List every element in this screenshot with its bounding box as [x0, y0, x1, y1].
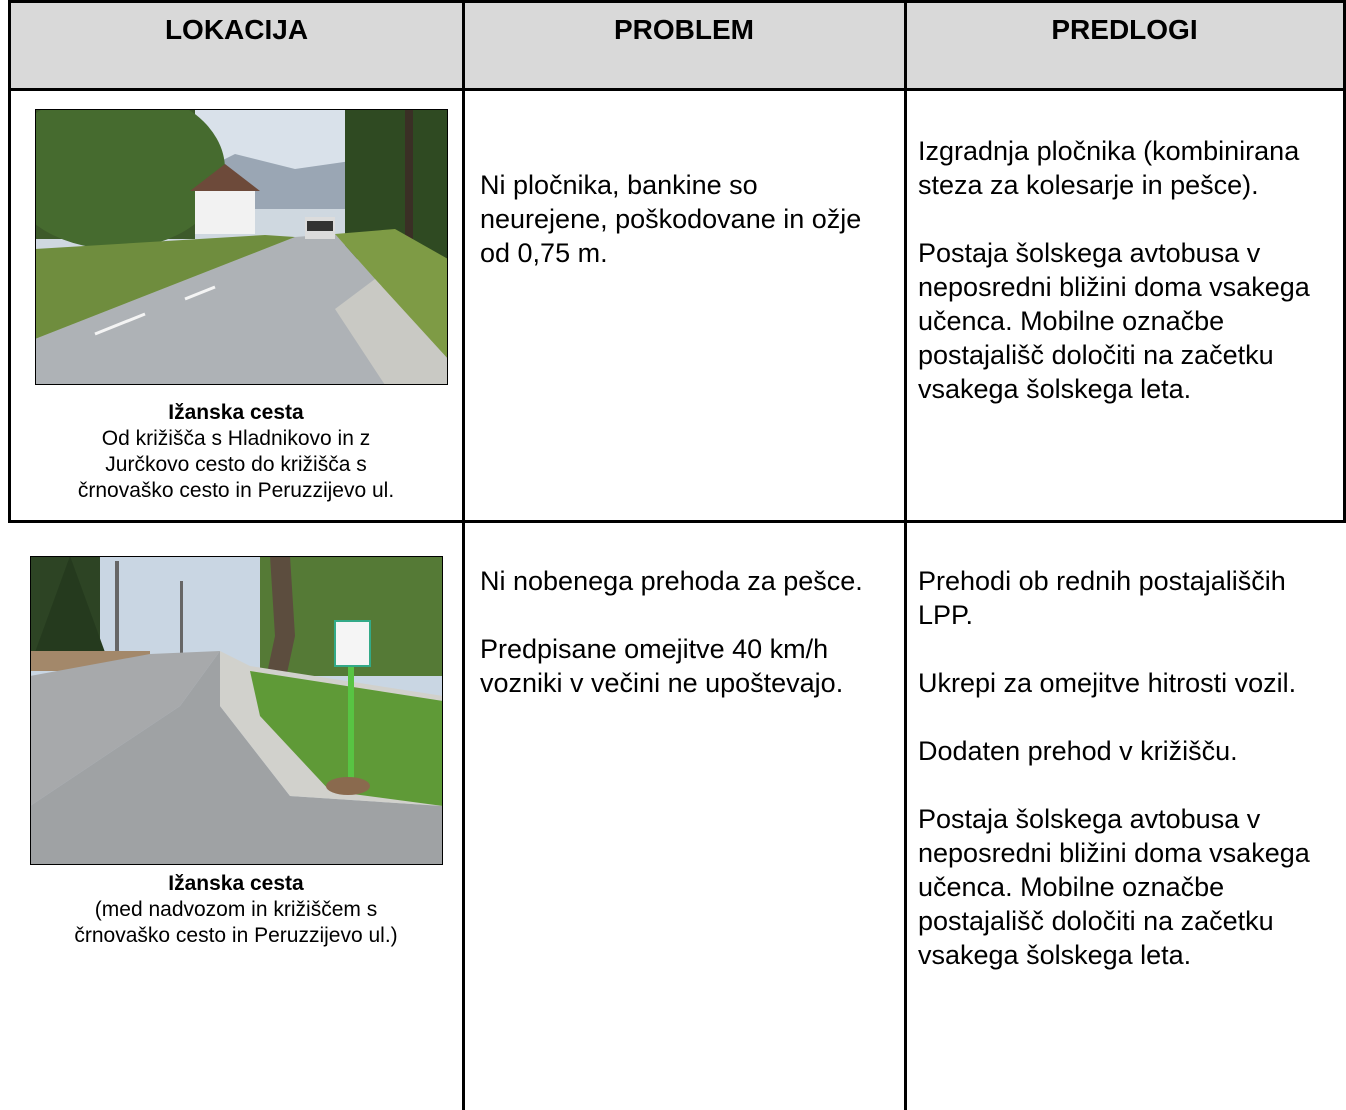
header-cell: LOKACIJA [164, 14, 309, 45]
proposals-cell: Prehodi ob rednih postajališčih LPP. Ukr… [918, 564, 1343, 1006]
photo [35, 109, 448, 385]
border [8, 0, 1346, 3]
border [8, 88, 1346, 91]
paragraph: Predpisane omejitve 40 km/h vozniki v ve… [480, 634, 844, 698]
paragraph: Ni pločnika, bankine so neurejene, poško… [480, 170, 862, 268]
paragraph: Ukrepi za omejitve hitrosti vozil. [918, 668, 1297, 698]
header-row [10, 2, 1344, 89]
border [8, 0, 11, 522]
paragraph: Postaja šolskega avtobusa v neposredni b… [918, 804, 1310, 970]
proposals-cell: Izgradnja pločnika (kombinirana steza za… [918, 134, 1343, 440]
caption: Ižanska cesta Od križišča s Hladnikovo i… [10, 400, 462, 504]
header-cell: PROBLEM [614, 14, 754, 45]
problem-cell: Ni nobenega prehoda za pešce. Predpisane… [480, 564, 880, 734]
border [904, 0, 907, 1110]
paragraph: Izgradnja pločnika (kombinirana steza za… [918, 136, 1300, 200]
border [1343, 0, 1346, 522]
border [8, 520, 1346, 523]
header-cell: PREDLOGI [1051, 14, 1198, 45]
paragraph: Postaja šolskega avtobusa v neposredni b… [918, 238, 1310, 404]
location-title: Ižanska cesta [168, 872, 304, 895]
paragraph: Ni nobenega prehoda za pešce. [480, 566, 863, 596]
paragraph: Dodaten prehod v križišču. [918, 736, 1238, 766]
problem-cell: Ni pločnika, bankine so neurejene, poško… [480, 168, 880, 304]
paragraph: Prehodi ob rednih postajališčih LPP. [918, 566, 1286, 630]
location-line: Od križišča s Hladnikovo in z [101, 427, 371, 450]
location-line: črnovaško cesto in Peruzzijevo ul.) [74, 924, 398, 947]
location-line: (med nadvozom in križiščem s [94, 898, 378, 921]
location-line: črnovaško cesto in Peruzzijevo ul. [77, 479, 395, 502]
caption: Ižanska cesta (med nadvozom in križiščem… [10, 871, 462, 949]
photo [30, 556, 443, 865]
border [462, 0, 465, 1110]
location-line: Jurčkovo cesto do križišča s [105, 453, 367, 476]
location-title: Ižanska cesta [168, 401, 304, 424]
